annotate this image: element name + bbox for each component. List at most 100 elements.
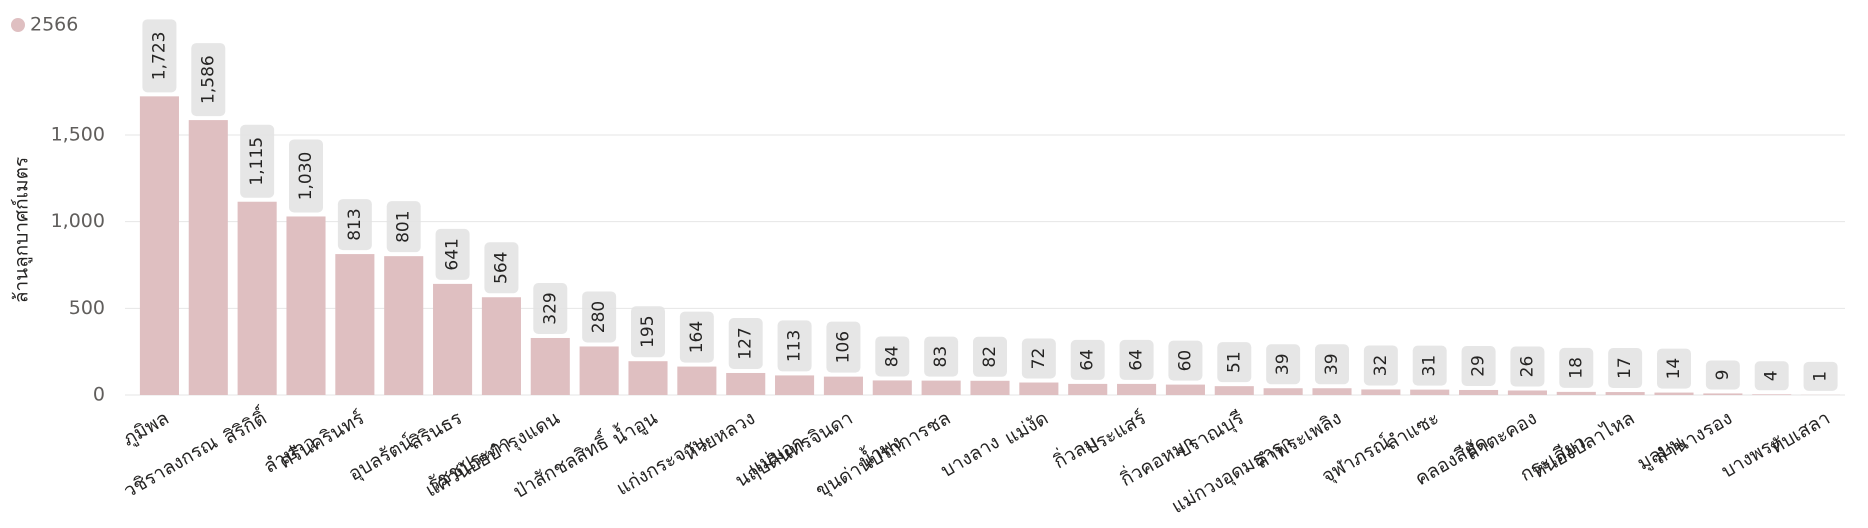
value-label-box xyxy=(484,242,519,294)
value-label-box xyxy=(1217,342,1252,383)
value-label: 39 xyxy=(1273,353,1293,375)
value-label-box xyxy=(1266,344,1301,385)
value-label: 84 xyxy=(882,346,902,368)
bar xyxy=(677,366,717,395)
value-label-box xyxy=(1510,346,1545,387)
x-tick-label: แม่งัด xyxy=(1001,407,1052,449)
bar xyxy=(481,297,521,395)
value-label: 32 xyxy=(1371,355,1391,377)
bar xyxy=(1117,383,1157,395)
value-label: 1,723 xyxy=(149,32,169,81)
x-tick-label: สิริกิติ์ xyxy=(218,403,272,449)
value-label-box xyxy=(1315,344,1349,385)
bar xyxy=(1605,392,1645,395)
value-label: 31 xyxy=(1420,355,1440,377)
bar xyxy=(530,337,570,395)
bar xyxy=(433,283,473,395)
value-label: 801 xyxy=(394,210,414,242)
legend-label: 2566 xyxy=(30,14,78,36)
value-label: 813 xyxy=(345,208,365,240)
value-label: 127 xyxy=(736,327,756,359)
value-label: 17 xyxy=(1615,357,1635,379)
value-label: 14 xyxy=(1664,358,1684,380)
value-label: 60 xyxy=(1175,350,1195,372)
value-label: 1,115 xyxy=(247,137,267,186)
value-label: 1,586 xyxy=(198,55,218,104)
value-label-box xyxy=(289,139,323,213)
bar xyxy=(1654,392,1694,395)
bar xyxy=(1459,389,1499,395)
bar xyxy=(1263,388,1303,395)
x-tick-label: ประแสร์ xyxy=(1081,407,1150,459)
value-label-box xyxy=(1363,345,1398,386)
bar xyxy=(1068,383,1108,395)
bar xyxy=(1312,388,1352,395)
bar xyxy=(970,380,1010,395)
legend-marker xyxy=(11,18,25,32)
value-label-box xyxy=(1021,338,1056,379)
value-label-box xyxy=(240,124,275,198)
x-tick-label: ลำแซะ xyxy=(1382,407,1443,455)
bar xyxy=(775,375,815,395)
value-label-box xyxy=(631,306,665,358)
value-label-box xyxy=(1168,340,1203,381)
bar xyxy=(1703,393,1743,395)
value-label: 164 xyxy=(687,321,707,353)
value-label-box xyxy=(679,311,714,363)
value-label-box xyxy=(777,320,812,372)
value-label: 72 xyxy=(1029,348,1049,370)
value-label: 82 xyxy=(980,346,1000,368)
value-label: 106 xyxy=(833,331,853,363)
value-label-box xyxy=(1803,361,1838,391)
value-label-box xyxy=(337,199,372,251)
value-label: 18 xyxy=(1566,357,1586,379)
value-label: 26 xyxy=(1517,356,1537,378)
value-label: 1 xyxy=(1811,371,1831,382)
bar xyxy=(1165,384,1205,395)
bar xyxy=(823,376,863,395)
value-label-box xyxy=(728,317,763,369)
bar xyxy=(384,256,424,395)
bar xyxy=(1214,386,1254,395)
y-tick-label: 1,000 xyxy=(51,210,105,232)
value-label-box xyxy=(191,43,226,117)
value-label-box xyxy=(435,228,470,280)
value-label: 39 xyxy=(1322,353,1342,375)
bar xyxy=(921,380,961,395)
y-axis-title: ล้านลูกบาศก์เมตร xyxy=(11,157,33,303)
value-label-box xyxy=(142,19,177,93)
value-label-box xyxy=(1070,339,1105,380)
bar xyxy=(1507,390,1547,395)
value-label: 4 xyxy=(1762,370,1782,381)
bar xyxy=(1019,382,1059,395)
value-label-box xyxy=(1559,347,1594,388)
bar xyxy=(237,201,277,395)
x-tick-label: ภูมิพล xyxy=(119,407,173,451)
value-label: 280 xyxy=(589,301,609,333)
value-label: 641 xyxy=(443,238,463,270)
value-label: 64 xyxy=(1127,349,1147,371)
value-label-box xyxy=(826,321,861,373)
value-label: 564 xyxy=(491,252,511,284)
bar xyxy=(579,346,619,395)
bar xyxy=(188,120,228,396)
bar xyxy=(139,96,179,395)
value-label-box xyxy=(386,201,421,253)
x-tick-label: หนองปลาไหล xyxy=(1528,407,1638,483)
x-tick-label: สิรินธร xyxy=(406,407,466,454)
bar xyxy=(628,361,668,395)
bar xyxy=(1410,389,1450,395)
bar xyxy=(726,372,766,395)
value-label-box xyxy=(973,336,1007,377)
y-tick-label: 0 xyxy=(93,384,105,406)
value-label: 9 xyxy=(1713,370,1733,381)
value-label-box xyxy=(533,282,568,334)
x-tick-label: บางลาง xyxy=(937,431,1003,482)
value-label-box xyxy=(1754,361,1789,391)
value-label: 29 xyxy=(1469,355,1489,377)
value-label-box xyxy=(1608,348,1643,389)
bar xyxy=(286,216,326,395)
x-tick-label: อุบลรัตน์ xyxy=(345,431,418,486)
value-label-box xyxy=(875,336,910,377)
bar xyxy=(1361,389,1401,395)
